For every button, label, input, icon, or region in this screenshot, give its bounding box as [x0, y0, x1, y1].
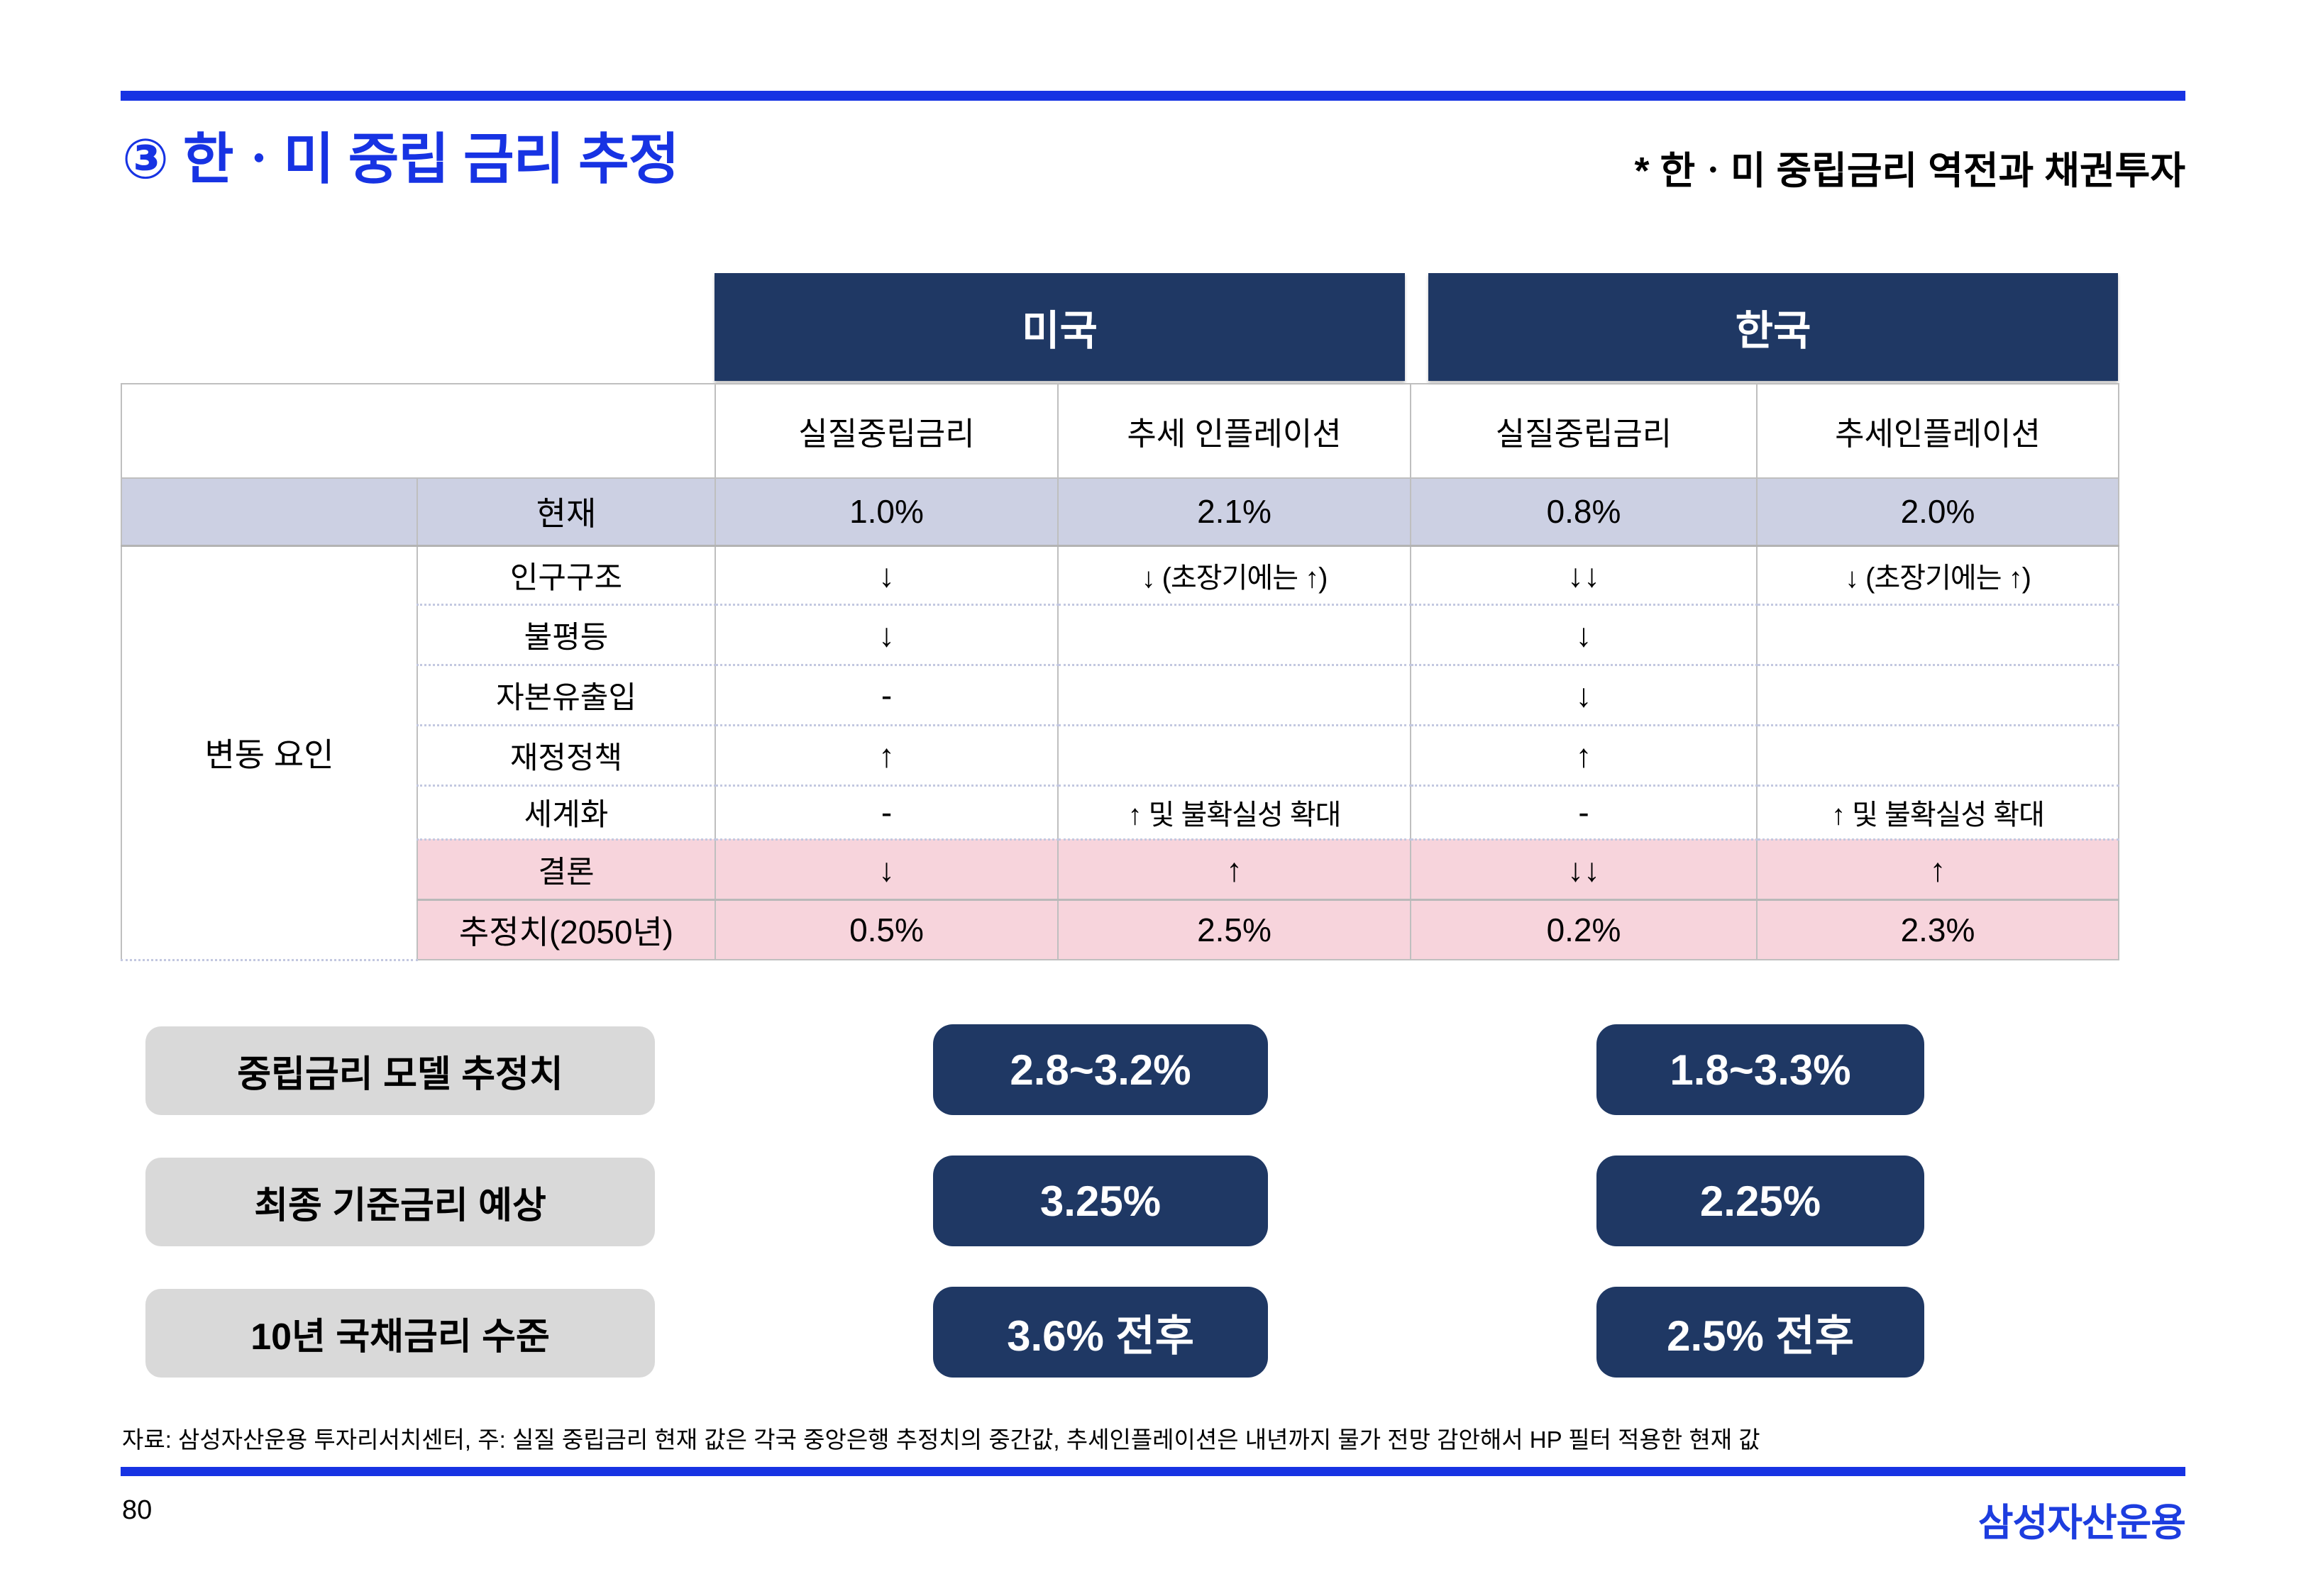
cell-value: 0.2% — [1410, 899, 1758, 960]
cell-value — [1057, 604, 1411, 666]
page-subtitle: * 한ㆍ미 중립금리 역전과 채권투자 — [1634, 150, 2185, 192]
cell-value: ↓ — [715, 604, 1059, 666]
bottom-divider-rule — [121, 1467, 2185, 1476]
summary-label-10y-yield: 10년 국채금리 수준 — [145, 1289, 655, 1378]
page-number: 80 — [122, 1495, 153, 1525]
summary-value-kr-10y-yield: 2.5% 전후 — [1596, 1287, 1924, 1378]
row-label: 인구구조 — [416, 545, 716, 606]
table-row: 현재 1.0% 2.1% 0.8% 2.0% — [121, 478, 2119, 547]
cell-value: ↑ 및 불확실성 확대 — [1057, 785, 1411, 841]
table-row: 추정치(2050년) 0.5% 2.5% 0.2% 2.3% — [121, 899, 2119, 960]
cell-value: 2.3% — [1756, 899, 2119, 960]
cell-value: 2.0% — [1756, 478, 2119, 547]
cell-value: 0.8% — [1410, 478, 1758, 547]
row-label: 세계화 — [416, 785, 716, 841]
neutral-rate-table: 실질중립금리 추세 인플레이션 실질중립금리 추세인플레이션 현재 1.0% 2… — [121, 383, 2119, 961]
row-group-label: 변동 요인 — [121, 545, 418, 961]
summary-value-us-10y-yield: 3.6% 전후 — [933, 1287, 1268, 1378]
cell-value: ↓↓ — [1410, 839, 1758, 901]
summary-label-model-estimate: 중립금리 모델 추정치 — [145, 1026, 655, 1115]
table-row: 결론 ↓ ↑ ↓↓ ↑ — [121, 839, 2119, 901]
cell-value: ↑ — [1057, 839, 1411, 901]
table-row: 변동 요인 인구구조 ↓ ↓ (초장기에는 ↑) ↓↓ ↓ (초장기에는 ↑) — [121, 545, 2119, 961]
cell-value: 1.0% — [715, 478, 1059, 547]
cell-value — [1057, 725, 1411, 787]
cell-value — [1756, 604, 2119, 666]
row-label: 불평등 — [416, 604, 716, 666]
table-row: 세계화 - ↑ 및 불확실성 확대 - ↑ 및 불확실성 확대 — [121, 785, 2119, 841]
table-country-header-us: 미국 — [715, 273, 1405, 381]
column-header: 추세 인플레이션 — [1057, 384, 1411, 479]
summary-value-kr-model-estimate: 1.8~3.3% — [1596, 1024, 1924, 1115]
cell-value: ↑ — [1410, 725, 1758, 787]
cell-value: ↓ (초장기에는 ↑) — [1057, 545, 1411, 606]
row-label: 결론 — [416, 839, 716, 901]
cell-value: ↓ (초장기에는 ↑) — [1756, 545, 2119, 606]
page-title: ③ 한ㆍ미 중립 금리 추정 — [122, 128, 680, 190]
cell-value — [1756, 725, 2119, 787]
cell-value: ↑ — [715, 725, 1059, 787]
source-footnote: 자료: 삼성자산운용 투자리서치센터, 주: 실질 중립금리 현재 값은 각국 … — [122, 1426, 1760, 1453]
cell-value: - — [715, 665, 1059, 726]
cell-value: ↓↓ — [1410, 545, 1758, 606]
cell-value: ↑ 및 불확실성 확대 — [1756, 785, 2119, 841]
cell-value: 2.5% — [1057, 899, 1411, 960]
cell-value: ↓ — [1410, 665, 1758, 726]
summary-value-us-model-estimate: 2.8~3.2% — [933, 1024, 1268, 1115]
column-header: 실질중립금리 — [1410, 384, 1758, 479]
table-subheader-row: 실질중립금리 추세 인플레이션 실질중립금리 추세인플레이션 — [121, 384, 2119, 479]
cell-value: 2.1% — [1057, 478, 1411, 547]
row-label: 자본유출입 — [416, 665, 716, 726]
row-label: 재정정책 — [416, 725, 716, 787]
cell-value: ↓ — [715, 545, 1059, 606]
summary-value-us-terminal-rate: 3.25% — [933, 1156, 1268, 1246]
summary-label-terminal-rate: 최종 기준금리 예상 — [145, 1158, 655, 1246]
company-logo: 삼성자산운용 — [1977, 1502, 2186, 1544]
table-row: 재정정책 ↑ ↑ — [121, 725, 2119, 787]
table-row: 자본유출입 - ↓ — [121, 665, 2119, 726]
table-corner-cell — [121, 384, 716, 479]
cell-value: - — [1410, 785, 1758, 841]
cell-value: ↓ — [715, 839, 1059, 901]
cell-value — [1756, 665, 2119, 726]
row-label: 추정치(2050년) — [416, 899, 716, 960]
cell-value: - — [715, 785, 1059, 841]
table-row: 불평등 ↓ ↓ — [121, 604, 2119, 666]
top-divider-rule — [121, 91, 2185, 101]
empty-cell — [121, 478, 418, 547]
summary-value-kr-terminal-rate: 2.25% — [1596, 1156, 1924, 1246]
column-header: 추세인플레이션 — [1756, 384, 2119, 479]
cell-value: ↑ — [1756, 839, 2119, 901]
column-header: 실질중립금리 — [715, 384, 1059, 479]
cell-value — [1057, 665, 1411, 726]
row-label: 현재 — [416, 478, 716, 547]
cell-value: 0.5% — [715, 899, 1059, 960]
table-country-header-kr: 한국 — [1428, 273, 2118, 381]
cell-value: ↓ — [1410, 604, 1758, 666]
